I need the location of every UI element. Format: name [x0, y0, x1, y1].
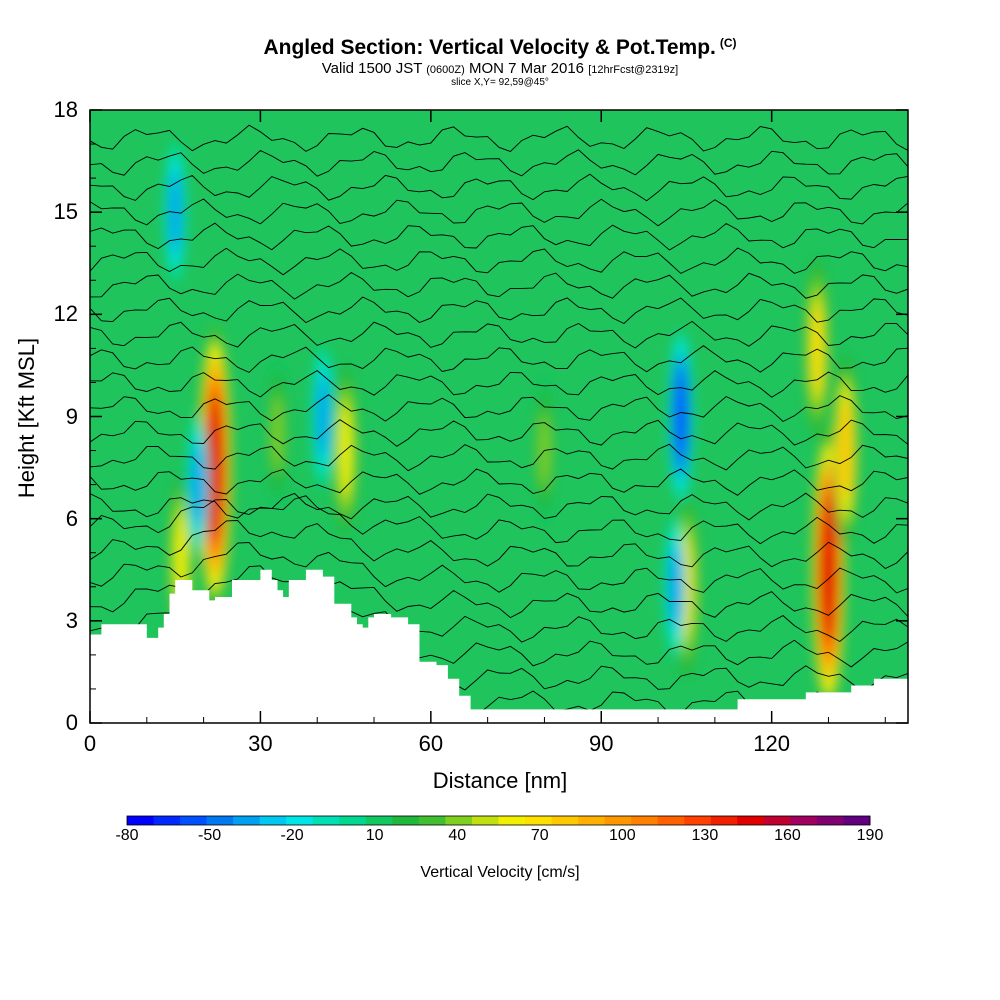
y-tick-label: 12 [53, 301, 78, 327]
theta-contour-18 [90, 247, 908, 276]
colorbar-swatch [763, 816, 791, 825]
colorbar-tick-label: -50 [197, 827, 222, 844]
theta-contour-13 [90, 370, 908, 398]
theta-contour-19 [90, 222, 908, 251]
colorbar-swatch [657, 816, 685, 825]
colorbar-tick-label: 70 [530, 827, 549, 844]
colorbar-swatch [551, 816, 579, 825]
colorbar-swatch [816, 816, 844, 825]
colorbar-tick-label: -20 [280, 827, 304, 844]
theta-contours [90, 124, 908, 717]
colorbar-tick-label: 40 [448, 827, 467, 844]
subtitle-date: MON 7 Mar 2016 [468, 60, 585, 77]
colorbar-swatch [604, 816, 632, 825]
theta-contour-8 [90, 492, 908, 521]
x-tick-label: 90 [589, 731, 614, 756]
theta-contour-23 [90, 124, 908, 153]
y-tick-label: 9 [65, 403, 78, 429]
updraft-cell-8 [804, 256, 830, 440]
slice-info: slice X,Y= 92,59@45° [451, 77, 549, 88]
colorbar-swatch [233, 816, 261, 825]
colorbar-swatch [259, 816, 287, 825]
chart-subtitle: Valid 1500 JST (0600Z) MON 7 Mar 2016 [1… [0, 60, 1000, 77]
terrain-profile [90, 569, 908, 723]
y-tick-label: 15 [53, 199, 78, 225]
downdraft-cell-10 [668, 331, 693, 502]
chart-title-text: Angled Section: Vertical Velocity & Pot.… [263, 36, 716, 59]
subtitle-forecast: [12hrFcst@2319z] [588, 64, 679, 76]
colorbar-swatch [525, 816, 553, 825]
theta-contour-7 [90, 495, 908, 545]
subtitle-zulu: (0600Z) [426, 64, 465, 76]
theta-contour-5 [90, 542, 908, 594]
colorbar-swatch [206, 816, 234, 825]
colorbar-swatch [339, 816, 367, 825]
updraft-cell-7 [832, 352, 859, 549]
downdraft-cell-12 [312, 344, 334, 489]
colorbar-swatch [737, 816, 765, 825]
colorbar-tick-label: 160 [774, 827, 801, 844]
x-tick-label: 0 [83, 731, 97, 756]
y-tick-label: 18 [53, 97, 78, 122]
colorbar-swatch [578, 816, 606, 825]
colorbar-swatch [392, 816, 420, 825]
axis-ticks [89, 109, 908, 724]
colorbar-label: Vertical Velocity [cm/s] [420, 864, 580, 881]
theta-contour-9 [90, 468, 908, 496]
theta-contour-21 [90, 173, 908, 202]
colorbar-tick-label: 190 [856, 827, 884, 844]
colorbar-swatch [631, 816, 659, 825]
theta-contour-16 [90, 296, 908, 325]
colorbar-swatch [445, 816, 473, 825]
x-tick-label: 120 [753, 731, 791, 756]
theta-contour-10 [90, 443, 908, 472]
colorbar-swatch [153, 816, 181, 825]
theta-contour-17 [90, 271, 908, 300]
downdraft-cell-11 [187, 412, 209, 557]
subtitle-valid: Valid 1500 JST [321, 60, 423, 77]
colorbar-swatch [710, 816, 738, 825]
colorbar-swatch [684, 816, 712, 825]
colorbar-frame [126, 815, 871, 826]
colorbar-swatch [843, 816, 871, 825]
colorbar-swatch [418, 816, 446, 825]
theta-contour-12 [90, 394, 908, 423]
y-tick-label: 3 [65, 607, 78, 633]
y-tick-label: 6 [65, 505, 78, 531]
colorbar-swatch [180, 816, 208, 825]
colorbar-tick-label: 10 [365, 827, 384, 844]
colorbar-swatch [312, 816, 340, 825]
colorbar [126, 815, 871, 826]
colorbar-tick-label: -80 [115, 827, 139, 844]
chart-title-suffix: (C) [719, 36, 737, 50]
theta-contour-6 [90, 520, 908, 570]
colorbar-swatch [498, 816, 526, 825]
chart-title: Angled Section: Vertical Velocity & Pot.… [0, 36, 1000, 60]
theta-contour-15 [90, 320, 908, 349]
downdraft-cell-13 [664, 514, 686, 659]
y-tick-label: 0 [65, 710, 78, 735]
colorbar-swatch [471, 816, 499, 825]
theta-contour-11 [90, 419, 908, 447]
x-axis-label: Distance [nm] [432, 768, 568, 793]
x-tick-label: 60 [418, 731, 444, 756]
terrain [90, 569, 908, 723]
theta-contour-20 [90, 198, 908, 227]
updraft-cell-0 [197, 324, 233, 611]
colorbar-swatch [286, 816, 314, 825]
theta-contour-22 [90, 149, 908, 177]
x-tick-label: 30 [248, 731, 273, 756]
theta-contour-14 [90, 345, 908, 373]
colorbar-tick-label: 100 [608, 827, 636, 844]
colorbar-swatch [365, 816, 393, 825]
colorbar-tick-label: 130 [691, 827, 719, 844]
colorbar-swatch [790, 816, 818, 825]
colorbar-swatch [127, 816, 155, 825]
theta-contour-4 [90, 565, 908, 619]
